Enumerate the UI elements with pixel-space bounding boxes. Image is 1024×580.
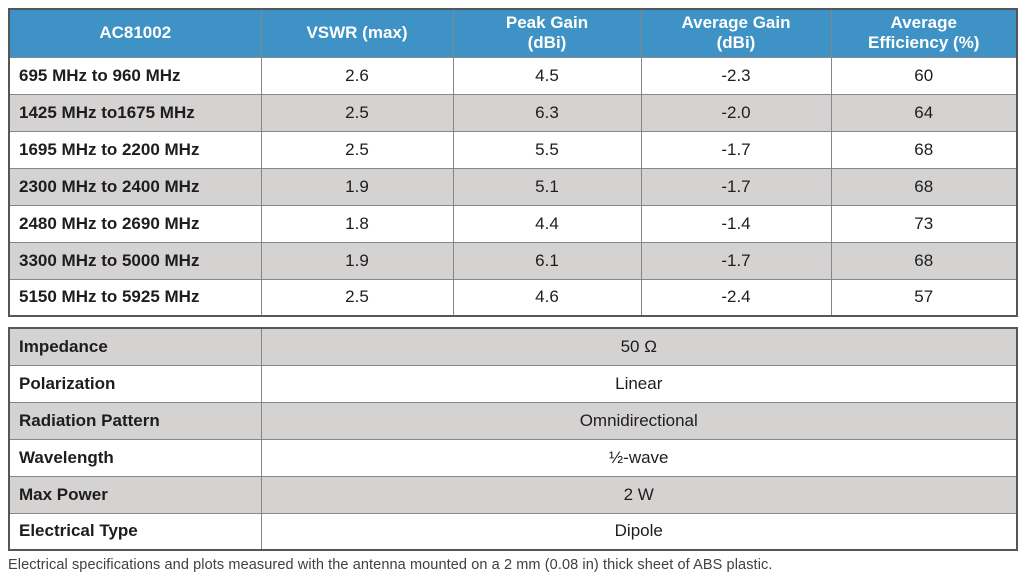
- property-row: Polarization Linear: [8, 364, 1018, 403]
- property-label: Radiation Pattern: [8, 401, 262, 440]
- property-label: Electrical Type: [8, 512, 262, 551]
- band-cell: 2300 MHz to 2400 MHz: [8, 167, 262, 206]
- band-cell: 5150 MHz to 5925 MHz: [8, 278, 262, 317]
- vswr-cell: 2.5: [260, 130, 454, 169]
- rf-spec-table: AC81002 VSWR (max) Peak Gain (dBi) Average G…: [8, 8, 1018, 317]
- vswr-cell: 2.6: [260, 56, 454, 95]
- property-row: Wavelength ½-wave: [8, 438, 1018, 477]
- column-header-avg-efficiency: Average Efficiency (%): [830, 8, 1018, 58]
- property-value: 2 W: [260, 475, 1018, 514]
- peak-gain-cell: 4.4: [452, 204, 642, 243]
- column-header-line: (dBi): [527, 33, 567, 53]
- avg-efficiency-cell: 68: [830, 241, 1018, 280]
- property-row: Impedance 50 Ω: [8, 327, 1018, 366]
- column-header-line: Average: [890, 13, 957, 33]
- avg-efficiency-cell: 68: [830, 130, 1018, 169]
- avg-gain-cell: -1.7: [640, 241, 832, 280]
- column-header-line: Efficiency (%): [868, 33, 980, 53]
- avg-efficiency-cell: 60: [830, 56, 1018, 95]
- spec-row: 1695 MHz to 2200 MHz 2.5 5.5 -1.7 68: [8, 130, 1018, 169]
- property-value: Omnidirectional: [260, 401, 1018, 440]
- property-row: Max Power 2 W: [8, 475, 1018, 514]
- avg-efficiency-cell: 57: [830, 278, 1018, 317]
- peak-gain-cell: 4.5: [452, 56, 642, 95]
- property-value: Linear: [260, 364, 1018, 403]
- peak-gain-cell: 6.3: [452, 93, 642, 132]
- peak-gain-cell: 5.1: [452, 167, 642, 206]
- band-cell: 2480 MHz to 2690 MHz: [8, 204, 262, 243]
- band-cell: 1695 MHz to 2200 MHz: [8, 130, 262, 169]
- rf-spec-table-header: AC81002 VSWR (max) Peak Gain (dBi) Average G…: [8, 8, 1018, 58]
- vswr-cell: 2.5: [260, 278, 454, 317]
- column-header-vswr: VSWR (max): [260, 8, 454, 58]
- column-header-line: (dBi): [716, 33, 756, 53]
- property-value: Dipole: [260, 512, 1018, 551]
- peak-gain-cell: 6.1: [452, 241, 642, 280]
- property-value: 50 Ω: [260, 327, 1018, 366]
- spec-row: 2300 MHz to 2400 MHz 1.9 5.1 -1.7 68: [8, 167, 1018, 206]
- vswr-cell: 2.5: [260, 93, 454, 132]
- band-cell: 695 MHz to 960 MHz: [8, 56, 262, 95]
- avg-efficiency-cell: 73: [830, 204, 1018, 243]
- avg-gain-cell: -1.7: [640, 130, 832, 169]
- measurement-footnote: Electrical specifications and plots meas…: [8, 557, 773, 573]
- header-row: AC81002 VSWR (max) Peak Gain (dBi) Average G…: [8, 8, 1018, 58]
- column-header-line: Average Gain: [681, 13, 791, 33]
- band-cell: 1425 MHz to1675 MHz: [8, 93, 262, 132]
- avg-gain-cell: -2.4: [640, 278, 832, 317]
- avg-gain-cell: -2.0: [640, 93, 832, 132]
- avg-gain-cell: -1.4: [640, 204, 832, 243]
- column-header-line: Peak Gain: [505, 13, 589, 33]
- peak-gain-cell: 4.6: [452, 278, 642, 317]
- vswr-cell: 1.9: [260, 167, 454, 206]
- vswr-cell: 1.9: [260, 241, 454, 280]
- avg-efficiency-cell: 68: [830, 167, 1018, 206]
- spec-row: 1425 MHz to1675 MHz 2.5 6.3 -2.0 64: [8, 93, 1018, 132]
- antenna-properties-table: Impedance 50 Ω Polarization Linear Radiation…: [8, 327, 1018, 551]
- property-row: Radiation Pattern Omnidirectional: [8, 401, 1018, 440]
- column-header-line: VSWR (max): [306, 23, 408, 43]
- property-label: Impedance: [8, 327, 262, 366]
- vswr-cell: 1.8: [260, 204, 454, 243]
- property-row: Electrical Type Dipole: [8, 512, 1018, 551]
- avg-efficiency-cell: 64: [830, 93, 1018, 132]
- avg-gain-cell: -2.3: [640, 56, 832, 95]
- property-label: Max Power: [8, 475, 262, 514]
- column-header-line: AC81002: [99, 23, 172, 43]
- property-label: Wavelength: [8, 438, 262, 477]
- spec-row: 695 MHz to 960 MHz 2.6 4.5 -2.3 60: [8, 56, 1018, 95]
- band-cell: 3300 MHz to 5000 MHz: [8, 241, 262, 280]
- peak-gain-cell: 5.5: [452, 130, 642, 169]
- property-value: ½-wave: [260, 438, 1018, 477]
- column-header-band: AC81002: [8, 8, 262, 58]
- spec-row: 2480 MHz to 2690 MHz 1.8 4.4 -1.4 73: [8, 204, 1018, 243]
- avg-gain-cell: -1.7: [640, 167, 832, 206]
- column-header-avg-gain: Average Gain (dBi): [640, 8, 832, 58]
- property-label: Polarization: [8, 364, 262, 403]
- column-header-peak-gain: Peak Gain (dBi): [452, 8, 642, 58]
- spec-row: 3300 MHz to 5000 MHz 1.9 6.1 -1.7 68: [8, 241, 1018, 280]
- spec-row: 5150 MHz to 5925 MHz 2.5 4.6 -2.4 57: [8, 278, 1018, 317]
